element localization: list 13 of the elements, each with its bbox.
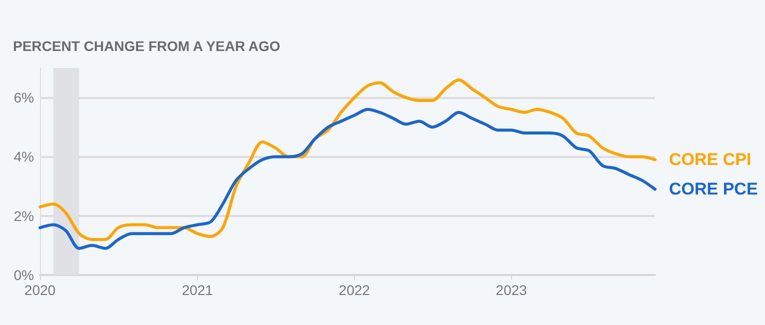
x-tick-label: 2023 bbox=[496, 282, 528, 298]
x-tick-label: 2020 bbox=[24, 282, 56, 298]
y-tick-label: 6% bbox=[14, 90, 34, 106]
chart-title: PERCENT CHANGE FROM A YEAR AGO bbox=[13, 38, 280, 54]
x-tick-label: 2022 bbox=[338, 282, 370, 298]
series-label: CORE CPI bbox=[669, 150, 752, 170]
line-series bbox=[38, 78, 656, 242]
y-tick-label: 4% bbox=[14, 148, 34, 165]
series-label: CORE PCE bbox=[669, 180, 758, 199]
line-series bbox=[38, 108, 656, 250]
y-tick-label: 2% bbox=[14, 208, 34, 224]
x-tick-label: 2021 bbox=[182, 282, 214, 298]
y-tick-label: 0% bbox=[14, 267, 34, 283]
